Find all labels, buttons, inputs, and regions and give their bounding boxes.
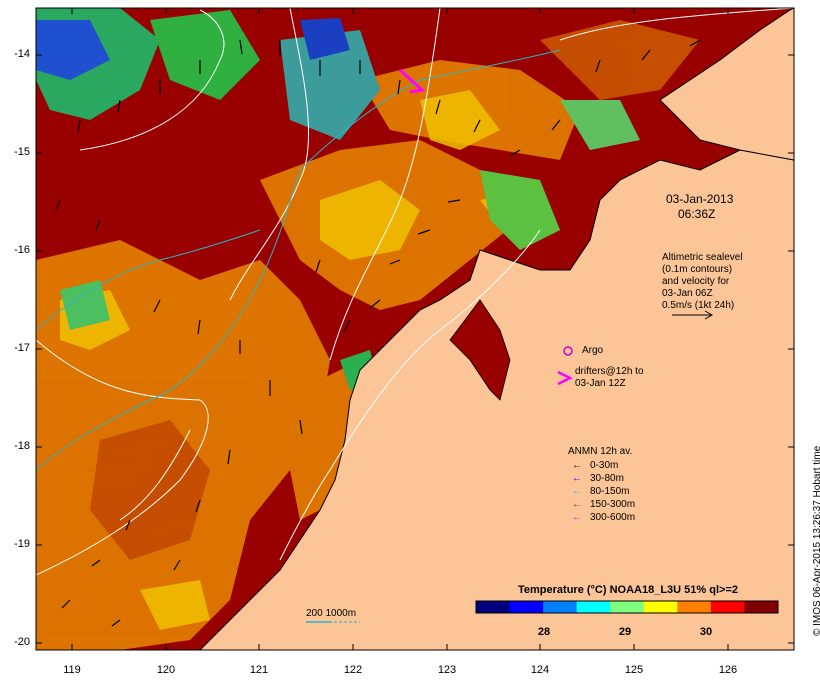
- drifters-note-line: 03-Jan 12Z: [575, 378, 626, 389]
- colorbar-segment: [576, 601, 611, 613]
- colorbar-frame: [475, 600, 779, 614]
- arrow-icon: ←: [572, 499, 582, 510]
- colorbar-title: Temperature (°C) NOAA18_L3U 51% ql>=2: [518, 584, 738, 596]
- lon-tick-label: 122: [343, 664, 363, 676]
- arrow-icon: ←: [572, 512, 582, 523]
- arrow-icon: ←: [572, 460, 582, 471]
- anmn-legend-title: ANMN 12h av.: [568, 446, 633, 457]
- lat-tick-label: -17: [14, 342, 30, 354]
- altimetry-note-line: and velocity for: [662, 276, 730, 287]
- altimetry-note-line: Altimetric sealevel: [662, 252, 743, 263]
- lon-tick-label: 120: [156, 664, 176, 676]
- arrow-icon: ←: [572, 486, 582, 497]
- altimetry-note-line: 0.5m/s (1kt 24h): [662, 300, 735, 311]
- anmn-legend-entry: ← 150-300m: [572, 498, 635, 511]
- anmn-legend-label: 300-600m: [590, 512, 636, 523]
- anmn-legend-entry: ← 0-30m: [572, 459, 618, 472]
- colorbar-segment: [643, 601, 678, 613]
- colorbar-segment: [509, 601, 544, 613]
- colorbar-segment: [543, 601, 578, 613]
- lon-tick-label: 124: [530, 664, 550, 676]
- australia-landmass: [199, 149, 794, 650]
- time-label: 06:36Z: [678, 207, 716, 221]
- bathymetry-label: 200 1000m: [306, 608, 357, 619]
- anmn-legend-label: 30-80m: [590, 473, 624, 484]
- colorbar-tick-label: 29: [618, 626, 632, 638]
- axis-ticks: [36, 8, 794, 650]
- lon-tick-label: 126: [718, 664, 738, 676]
- colorbar-segment: [476, 601, 511, 613]
- colorbar-segment: [610, 601, 645, 613]
- lat-tick-label: -14: [14, 48, 30, 60]
- sealevel-contours: [36, 8, 794, 576]
- bathymetry-200m: [36, 49, 561, 471]
- altimetry-note-line: 03-Jan 06Z: [662, 288, 713, 299]
- drifter-chevron: [557, 370, 573, 386]
- lon-tick-label: 119: [63, 664, 81, 676]
- lon-tick-label: 125: [624, 664, 644, 676]
- argo-label: Argo: [582, 345, 604, 356]
- map-layers: [36, 8, 794, 650]
- velocity-arrows: [55, 39, 701, 627]
- anmn-legend-label: 80-150m: [590, 486, 630, 497]
- colorbar-tick-label: 30: [699, 626, 713, 638]
- plot-frame: [35, 7, 795, 651]
- lon-tick-label: 121: [249, 664, 269, 676]
- anmn-legend-entry: ← 30-80m: [572, 472, 624, 485]
- arrow-icon: ←: [572, 473, 582, 484]
- altimetry-note-line: (0.1m contours): [662, 264, 733, 275]
- drifter-track: [398, 68, 426, 94]
- colorbar-segment: [677, 601, 712, 613]
- lat-tick-label: -16: [14, 244, 30, 256]
- velocity-scale-arrow: [672, 310, 714, 320]
- anmn-legend-label: 150-300m: [590, 499, 636, 510]
- argo-marker: [563, 346, 573, 356]
- anmn-legend-entry: ← 300-600m: [572, 511, 635, 524]
- colorbar-segment: [710, 601, 745, 613]
- lat-tick-label: -20: [14, 636, 30, 648]
- lon-tick-label: 123: [437, 664, 457, 676]
- anmn-legend-label: 0-30m: [590, 460, 619, 471]
- colorbar-tick-label: 28: [537, 626, 551, 638]
- temperature-colorbar: [475, 600, 779, 614]
- king-sound: [449, 299, 511, 401]
- anmn-legend-entry: ← 80-150m: [572, 485, 629, 498]
- date-label: 03-Jan-2013: [666, 192, 734, 206]
- kimberley-coast: [659, 8, 794, 161]
- drifters-note-line: drifters@12h to: [575, 366, 644, 377]
- colorbar-segment: [744, 601, 779, 613]
- lat-tick-label: -19: [14, 538, 30, 550]
- credit-text: © IMOS 06-Apr-2015 13:26:37 Hobart time: [812, 445, 820, 636]
- lat-tick-label: -18: [14, 440, 30, 452]
- lat-tick-label: -15: [14, 146, 30, 158]
